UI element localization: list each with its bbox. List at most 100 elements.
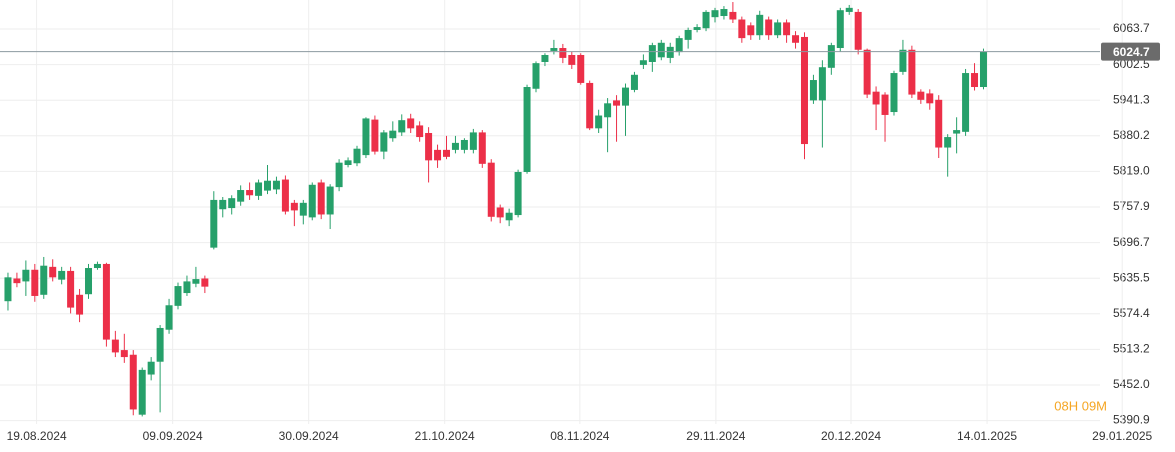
candle-body <box>559 48 567 58</box>
candle-body <box>102 263 110 340</box>
candle-body <box>756 14 764 36</box>
candle-body <box>621 87 629 106</box>
candle-body <box>49 266 57 278</box>
x-tick-label: 30.09.2024 <box>279 429 339 443</box>
x-tick-label: 09.09.2024 <box>143 429 203 443</box>
candle-body <box>40 265 48 295</box>
candle-body <box>657 42 665 58</box>
y-tick-label: 5819.0 <box>1113 164 1150 178</box>
candle-body <box>890 73 898 113</box>
candle-body <box>774 22 782 36</box>
candle-body <box>281 179 289 212</box>
candle-body <box>138 369 146 415</box>
candle-body <box>201 278 209 287</box>
y-tick-label: 5513.2 <box>1113 342 1150 356</box>
x-tick-label: 21.10.2024 <box>415 429 475 443</box>
candle-body <box>666 46 674 58</box>
candle-body <box>156 327 164 362</box>
candle-body <box>505 212 513 221</box>
y-tick-label: 6063.7 <box>1113 21 1150 35</box>
candle-body <box>299 202 307 216</box>
candle-body <box>442 149 450 157</box>
candle-body <box>165 305 173 330</box>
candle-body <box>326 186 334 215</box>
x-tick-label: 14.01.2025 <box>957 429 1017 443</box>
candle-body <box>944 137 952 148</box>
candle-body <box>228 198 236 209</box>
candle-body <box>451 142 459 150</box>
candle-body <box>818 67 826 101</box>
candle-body <box>881 94 889 115</box>
x-tick-label: 20.12.2024 <box>821 429 881 443</box>
candle-body <box>255 182 263 196</box>
candle-body <box>836 10 844 49</box>
candle-body <box>926 93 934 104</box>
candle-body <box>111 339 119 353</box>
candle-body <box>595 115 603 129</box>
candle-body <box>4 277 12 302</box>
candle-body <box>237 190 245 202</box>
candle-body <box>120 350 128 358</box>
x-tick-label: 29.01.2025 <box>1092 429 1152 443</box>
candle-body <box>85 268 93 295</box>
candle-body <box>308 184 316 218</box>
y-tick-label: 5757.9 <box>1113 199 1150 213</box>
countdown: 08H 09M <box>1054 398 1107 413</box>
candle-body <box>460 139 468 150</box>
candle-body <box>568 55 576 65</box>
candle-body <box>675 38 683 53</box>
candle-body <box>416 125 424 138</box>
y-tick-label: 5452.0 <box>1113 377 1150 391</box>
candle-body <box>908 49 916 95</box>
candle-body <box>76 294 84 315</box>
candle-body <box>747 25 755 36</box>
candle-body <box>729 11 737 20</box>
candle-body <box>962 73 970 132</box>
candle-body <box>854 11 862 50</box>
last-price-label: 6024.7 <box>1113 45 1150 59</box>
x-tick-label: 08.11.2024 <box>550 429 609 443</box>
candle-body <box>604 103 612 118</box>
candle-body <box>13 278 21 284</box>
y-tick-label: 5390.9 <box>1113 413 1150 427</box>
candle-body <box>344 160 352 166</box>
candle-body <box>630 74 638 90</box>
last-price-box <box>1101 42 1160 61</box>
candle-body <box>478 132 486 164</box>
y-tick-label: 5635.5 <box>1113 270 1150 284</box>
candle-body <box>613 100 621 106</box>
y-tick-label: 5696.7 <box>1113 235 1150 249</box>
candle-body <box>845 7 853 12</box>
candle-body <box>648 45 656 62</box>
candle-body <box>711 10 719 18</box>
candle-body <box>827 45 835 68</box>
candle-body <box>783 22 791 36</box>
candle-body <box>31 269 39 296</box>
candle-body <box>246 190 254 196</box>
candle-body <box>22 269 30 282</box>
candle-body <box>496 207 504 218</box>
x-tick-label: 19.08.2024 <box>7 429 67 443</box>
candle-body <box>264 180 272 191</box>
candle-body <box>58 270 66 280</box>
candle-body <box>917 91 925 100</box>
candle-body <box>425 132 433 161</box>
candle-body <box>380 132 388 152</box>
candle-body <box>219 199 227 210</box>
candle-body <box>586 82 594 129</box>
candle-body <box>290 202 298 211</box>
candle-body <box>872 91 880 105</box>
y-tick-label: 5574.4 <box>1113 306 1150 320</box>
candle-body <box>147 361 155 375</box>
y-tick-label: 5941.3 <box>1113 92 1150 106</box>
candle-body <box>389 130 397 139</box>
candle-body <box>639 60 647 65</box>
candle-body <box>335 162 343 188</box>
candle-body <box>407 118 415 129</box>
candle-body <box>899 49 907 72</box>
candle-body <box>935 99 943 148</box>
candle-body <box>469 132 477 150</box>
candle-body <box>210 199 218 248</box>
candle-body <box>129 354 137 410</box>
